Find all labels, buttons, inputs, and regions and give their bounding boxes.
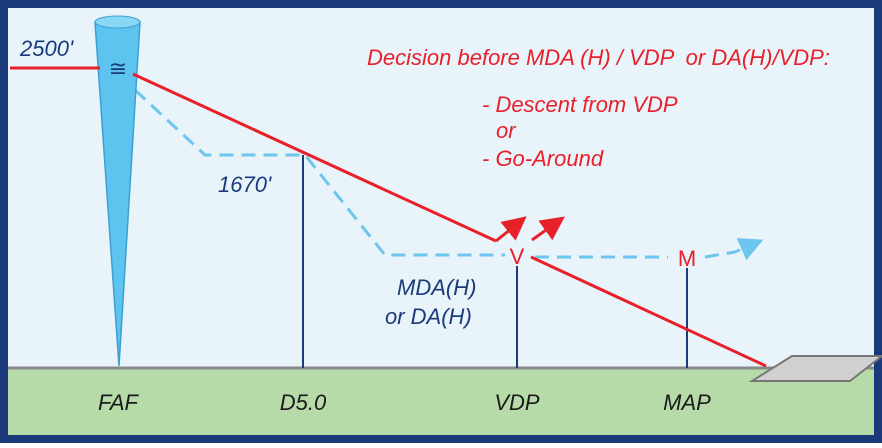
point-label: D5.0: [280, 390, 327, 415]
descent: [530, 255, 767, 368]
runway: [748, 355, 882, 382]
note-line: or: [496, 118, 517, 143]
altitude-label: or DA(H): [385, 304, 472, 329]
sky: [8, 8, 874, 368]
altitude-label: 1670': [218, 172, 272, 197]
note-line: - Go-Around: [482, 146, 604, 171]
point-label: VDP: [494, 390, 540, 415]
cone-symbol: ≅: [109, 56, 127, 81]
descent: [132, 72, 497, 243]
arrow: [531, 216, 565, 242]
map-symbol: M: [678, 246, 696, 271]
vdp-symbol: V: [510, 244, 525, 269]
point-label: MAP: [663, 390, 711, 415]
ground: [8, 368, 874, 435]
point-label: FAF: [98, 390, 139, 415]
note-title: Decision before MDA (H) / VDP or DA(H)/V…: [367, 45, 830, 70]
cone-top: [94, 15, 141, 29]
arrow: [495, 216, 527, 243]
note-line: - Descent from VDP: [482, 92, 678, 117]
altitude-label: 2500': [19, 36, 74, 61]
missed-approach: [704, 238, 764, 261]
altitude-label: MDA(H): [397, 275, 476, 300]
profile-dashed: [133, 88, 505, 257]
